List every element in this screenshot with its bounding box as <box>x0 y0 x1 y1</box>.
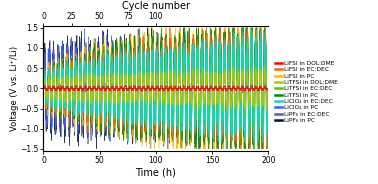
X-axis label: Cycle number: Cycle number <box>122 1 190 11</box>
X-axis label: Time (h): Time (h) <box>135 167 177 178</box>
Legend: LiFSI in DOL:DME, LiFSI in EC:DEC, LiFSI in PC, LiTFSI in DOL:DME, LiTFSI in EC:: LiFSI in DOL:DME, LiFSI in EC:DEC, LiFSI… <box>275 61 338 123</box>
Y-axis label: Voltage (V vs. Li⁺/Li): Voltage (V vs. Li⁺/Li) <box>10 46 19 131</box>
